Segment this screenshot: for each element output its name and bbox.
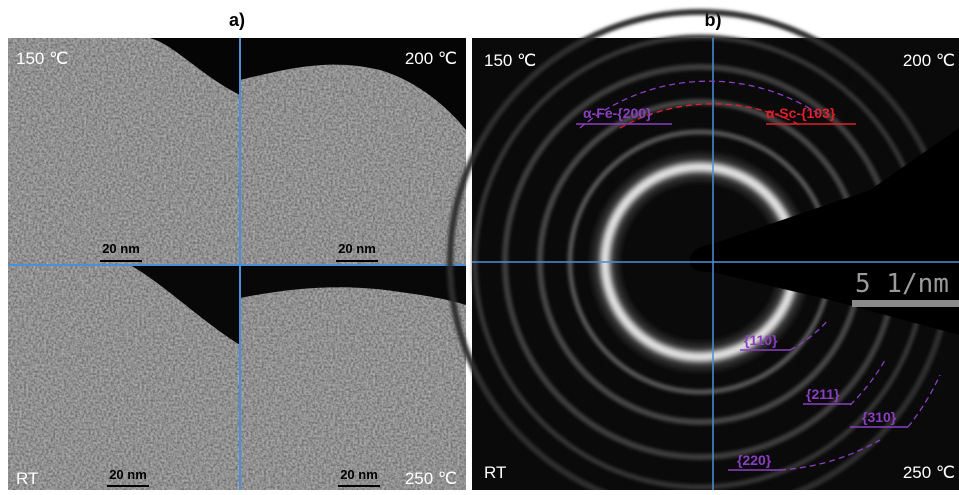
quadrant-label: 150 ℃ <box>16 49 68 68</box>
scale-bar-label: 20 nm <box>340 467 378 482</box>
ring-label: {220} <box>737 452 772 468</box>
panel-label: a) <box>229 10 245 30</box>
scale-bar-label: 20 nm <box>102 241 140 256</box>
quadrant-label: RT <box>484 463 506 482</box>
ring-label: {310} <box>862 409 897 425</box>
ring-label: α-Sc-{103} <box>766 105 836 121</box>
quadrant-label: 250 ℃ <box>903 463 955 482</box>
figure: a) 150 ℃ 200 ℃ RT 250 ℃ 20 nm 20 nm 20 n… <box>0 0 959 490</box>
quadrant-label: 150 ℃ <box>484 51 536 70</box>
quadrant-label: 250 ℃ <box>405 469 457 488</box>
scale-bar-label: 5 1/nm <box>855 269 949 299</box>
ring-label: {211} <box>806 386 840 402</box>
scale-bar-label: 20 nm <box>338 241 376 256</box>
scale-bar-label: 20 nm <box>109 467 147 482</box>
stem-images <box>8 38 466 490</box>
quadrant-label: 200 ℃ <box>903 51 955 70</box>
quadrant-label: RT <box>16 469 38 488</box>
quadrant-label: 200 ℃ <box>405 49 457 68</box>
ring-label: α-Fe-{200} <box>583 105 652 121</box>
ring-label: {110} <box>744 332 778 348</box>
